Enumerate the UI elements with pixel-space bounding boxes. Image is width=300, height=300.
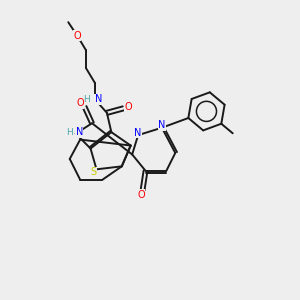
Text: H: H [83, 95, 90, 104]
Text: H: H [66, 128, 73, 137]
Text: O: O [76, 98, 84, 108]
Text: N: N [134, 128, 142, 138]
Text: N: N [95, 94, 102, 104]
Text: S: S [91, 167, 97, 177]
Text: N: N [158, 120, 166, 130]
Text: N: N [76, 127, 83, 137]
Text: O: O [74, 31, 81, 40]
Text: O: O [137, 190, 145, 200]
Text: O: O [125, 102, 132, 112]
